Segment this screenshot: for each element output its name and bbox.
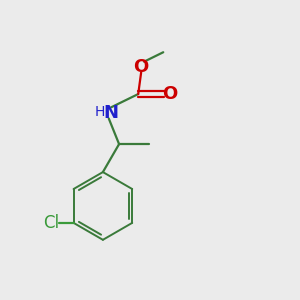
Text: O: O xyxy=(162,85,178,103)
Text: H: H xyxy=(94,105,104,119)
Text: N: N xyxy=(103,104,118,122)
Text: Cl: Cl xyxy=(43,214,59,232)
Text: O: O xyxy=(134,58,149,76)
